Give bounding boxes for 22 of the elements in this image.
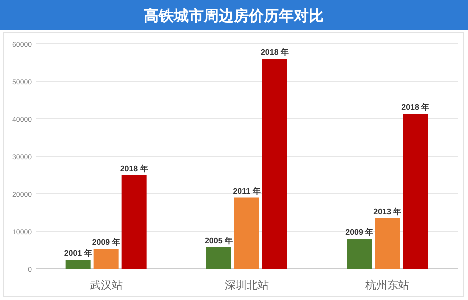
annotation: 2009 年: [92, 238, 120, 248]
bar: [94, 249, 119, 269]
x-tick-label: 杭州东站: [364, 279, 410, 292]
annotation: 2018 年: [260, 48, 290, 57]
bar: [122, 175, 147, 269]
annotation: 2005 年: [204, 236, 234, 246]
annotation: 2018 年: [402, 103, 430, 112]
annotation: 2011 年: [233, 186, 261, 196]
bar: [347, 239, 372, 269]
annotation: 2009 年: [346, 228, 374, 237]
bar: [403, 114, 428, 269]
annotation: 2001 年: [64, 249, 92, 258]
x-tick-label: 武汉站: [90, 279, 123, 292]
bar: [262, 59, 288, 269]
bar: [206, 247, 232, 269]
bar: [234, 198, 260, 269]
annotation: 2013 年: [374, 207, 402, 216]
x-tick-label: 深圳北站: [225, 279, 269, 292]
chart-title: 高铁城市周边房价历年对比: [144, 7, 324, 25]
annotation: 2018 年: [120, 164, 148, 174]
bar: [375, 218, 400, 269]
bar: [66, 260, 91, 269]
